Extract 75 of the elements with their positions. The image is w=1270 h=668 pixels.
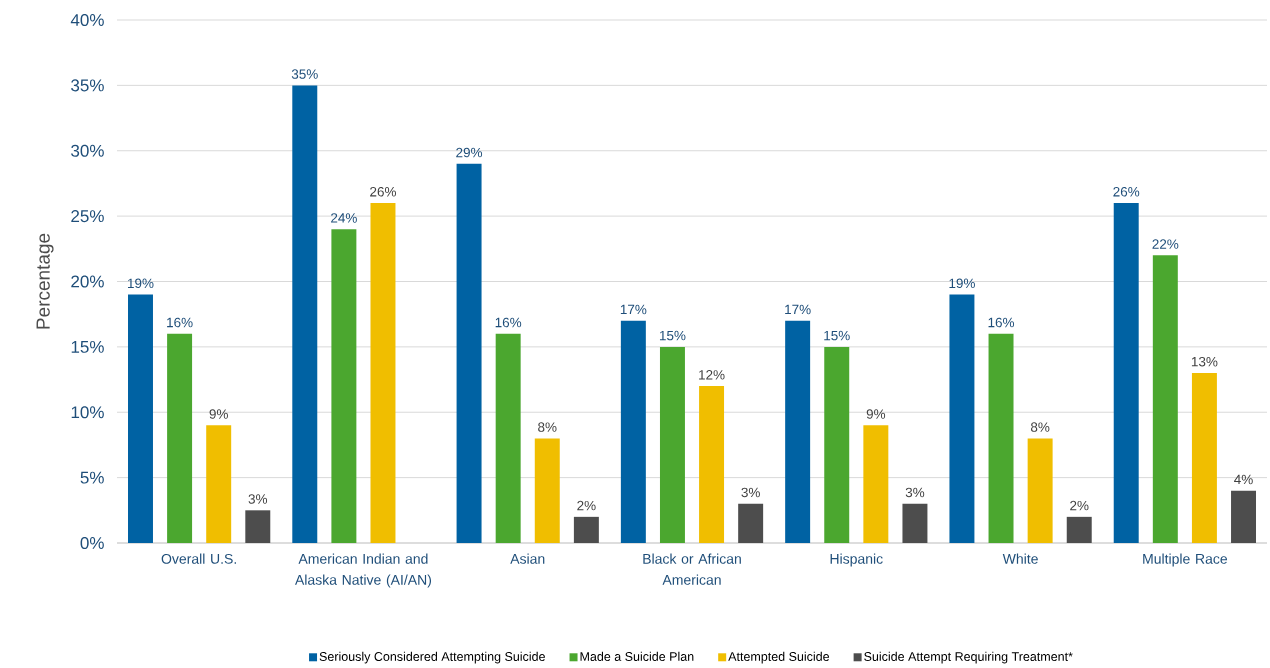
data-label: 17% xyxy=(620,304,647,315)
y-tick-label: 30% xyxy=(71,144,104,157)
y-tick-label: 0% xyxy=(80,536,104,550)
data-label: 35% xyxy=(291,69,318,79)
data-label: 3% xyxy=(741,487,760,498)
data-label: 12% xyxy=(699,370,725,380)
data-label: 3% xyxy=(248,494,268,504)
data-label: 3% xyxy=(905,487,925,498)
bar xyxy=(1191,373,1217,543)
data-label: 8% xyxy=(1030,422,1050,432)
data-label: 16% xyxy=(167,317,193,328)
data-label: 15% xyxy=(824,330,850,341)
bar xyxy=(785,320,811,543)
data-label: 24% xyxy=(331,213,357,223)
x-tick-label: White xyxy=(1002,553,1038,564)
legend-label: Seriously Considered Attempting Suicide xyxy=(319,651,545,664)
data-label: 9% xyxy=(209,409,228,419)
bar xyxy=(292,85,318,543)
data-label: 17% xyxy=(785,304,811,315)
y-tick-label: 10% xyxy=(71,406,104,419)
bar xyxy=(1231,490,1256,543)
bar xyxy=(456,163,482,543)
bar xyxy=(949,294,975,543)
x-tick-label: Overall U.S. xyxy=(161,553,236,564)
bar xyxy=(824,346,850,543)
bar xyxy=(863,425,889,543)
y-tick-label: 15% xyxy=(71,340,104,353)
bar xyxy=(128,294,153,543)
data-label: 8% xyxy=(538,422,557,432)
data-label: 9% xyxy=(866,409,886,419)
bar xyxy=(245,510,271,543)
bar xyxy=(206,425,232,543)
bar xyxy=(370,203,396,543)
y-tick-label: 5% xyxy=(80,471,104,484)
bar xyxy=(738,503,764,543)
bar xyxy=(331,229,357,543)
bar xyxy=(659,346,685,543)
y-tick-label: 40% xyxy=(70,13,104,27)
x-tick-label: Asian xyxy=(510,553,545,564)
data-label: 29% xyxy=(456,147,483,158)
bar xyxy=(573,516,599,543)
data-label: 26% xyxy=(370,186,396,197)
data-label: 2% xyxy=(1070,500,1089,511)
x-tick-label: American Indian and Alaska Native (AI/AN) xyxy=(295,553,432,588)
y-tick-label: 35% xyxy=(71,79,104,92)
y-axis-title: Percentage xyxy=(36,233,54,329)
legend-label: Made a Suicide Plan xyxy=(580,651,694,661)
x-tick-label: Hispanic xyxy=(830,553,883,567)
data-label: 16% xyxy=(495,317,522,328)
bar xyxy=(495,333,521,543)
data-label: 19% xyxy=(128,278,154,289)
bar xyxy=(534,438,560,543)
data-label: 2% xyxy=(577,500,596,511)
bar xyxy=(620,320,646,543)
data-label: 15% xyxy=(659,330,686,341)
bar xyxy=(902,503,928,543)
data-label: 4% xyxy=(1234,474,1253,485)
x-tick-label: Black or African American xyxy=(643,553,741,585)
data-label: 16% xyxy=(988,317,1015,328)
bar xyxy=(1113,203,1139,543)
data-label: 22% xyxy=(1152,239,1179,249)
data-label: 13% xyxy=(1191,356,1218,367)
bar xyxy=(1152,255,1178,543)
data-label: 26% xyxy=(1113,186,1140,197)
bar xyxy=(988,333,1014,543)
bar xyxy=(699,386,725,543)
legend-label: Attempted Suicide xyxy=(728,651,830,664)
legend-label: Suicide Attempt Requiring Treatment* xyxy=(864,651,1073,664)
bar xyxy=(167,333,193,543)
y-tick-label: 25% xyxy=(71,210,104,223)
data-label: 19% xyxy=(949,278,975,289)
x-tick-label: Multiple Race xyxy=(1143,553,1228,567)
y-tick-label: 20% xyxy=(71,275,104,288)
bar xyxy=(1027,438,1053,543)
bar xyxy=(1066,516,1092,543)
